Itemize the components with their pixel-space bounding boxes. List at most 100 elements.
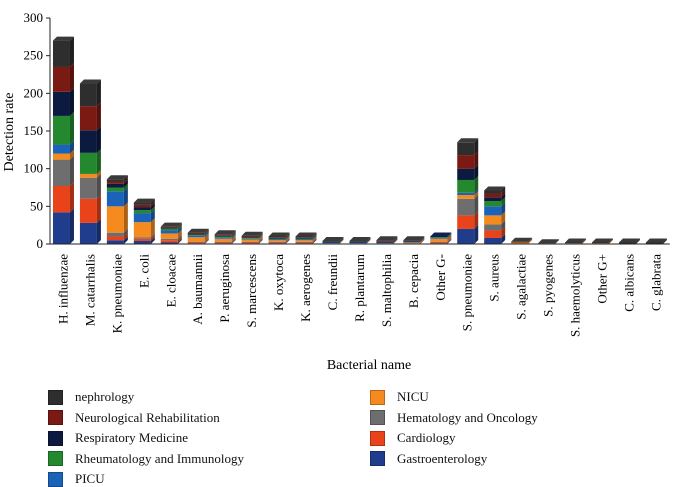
bar-segment-side <box>393 236 398 242</box>
bar-segment-side <box>501 189 506 198</box>
bar-segment <box>430 241 448 243</box>
bar-segment-side <box>474 194 479 216</box>
bar-segment-side <box>285 239 290 244</box>
bar-top <box>618 238 640 243</box>
bar-segment-side <box>231 232 236 238</box>
bar-top <box>645 238 667 243</box>
bar-segment <box>241 238 259 240</box>
bar-stack <box>268 232 290 244</box>
bar-segment <box>376 241 394 243</box>
bar-segment <box>52 115 70 145</box>
bar-segment <box>52 144 70 154</box>
bar-segment-side <box>150 209 155 223</box>
bar-segment-side <box>177 236 182 243</box>
bar-segment-side <box>123 183 128 192</box>
x-axis: H. influenzae M. catarrhalis K. pneumoniae… <box>50 243 670 337</box>
bar-segment-side <box>474 191 479 199</box>
bar-segment <box>241 242 259 244</box>
bar-stack <box>618 238 640 244</box>
bar-segment-side <box>150 198 155 205</box>
bar-segment-side <box>69 62 74 92</box>
bar-segment-side <box>204 238 209 244</box>
x-tick-label: C. glabrata <box>648 254 663 311</box>
bar-segment-side <box>608 239 613 244</box>
bar-segment-side <box>393 237 398 243</box>
bar-segment <box>295 242 313 244</box>
bar-stack <box>565 238 587 244</box>
bar-segment-side <box>123 177 128 184</box>
bar-segment-side <box>231 234 236 242</box>
bar-segment <box>214 235 232 237</box>
bar-segment <box>322 241 340 243</box>
bar-segment-side <box>312 238 317 244</box>
bar-segment <box>133 210 151 214</box>
bar-segment <box>160 226 178 228</box>
bar-top <box>403 236 425 241</box>
bar-segment <box>133 202 151 205</box>
bar-segment-side <box>231 233 236 239</box>
bar-segment-side <box>393 239 398 244</box>
bar-segment <box>618 242 636 244</box>
bar-segment-side <box>123 236 128 244</box>
bar-segment-side <box>285 238 290 244</box>
bar-stack <box>52 36 74 244</box>
bar-segment <box>52 212 70 244</box>
bar-stack <box>538 239 560 244</box>
bar-segment-side <box>69 155 74 186</box>
bar-segment <box>106 191 124 207</box>
bar-segment <box>457 215 475 229</box>
bar-top <box>214 230 236 235</box>
bar-segment-side <box>231 237 236 243</box>
bar-segment <box>187 234 205 235</box>
x-tick-label: A. baumannii <box>190 254 205 325</box>
bar-segment-side <box>177 226 182 234</box>
x-tick-label: S. pyogenes <box>541 254 556 317</box>
bar-segment-side <box>96 79 101 107</box>
bar-top <box>591 238 613 243</box>
bar-top <box>241 231 263 236</box>
bar-segment-side <box>420 239 425 244</box>
y-axis: 0 50 100 150 200 250 300 <box>24 10 51 251</box>
bar-segment-side <box>258 233 263 238</box>
bar-segment-side <box>420 236 425 242</box>
bar-segment-side <box>204 230 209 236</box>
bar-segment <box>484 215 502 225</box>
bar-segment <box>268 239 286 241</box>
bar-segment-side <box>150 206 155 214</box>
bar-segment-side <box>258 233 263 239</box>
bar-segment <box>106 183 124 188</box>
bar-segment <box>106 206 124 233</box>
bar-segment <box>430 236 448 238</box>
bar-segment <box>295 238 313 240</box>
bar-segment-side <box>474 188 479 196</box>
bar-segment <box>457 155 475 169</box>
bar-segment-side <box>474 138 479 156</box>
x-tick-label: R. plantarum <box>352 254 367 322</box>
bar-segment <box>79 177 97 199</box>
x-tick-label: S. agalactiae <box>514 254 529 320</box>
bar-segment <box>241 239 259 242</box>
bar-segment-side <box>231 230 236 235</box>
bar-segment <box>403 241 421 243</box>
bar-segment-side <box>96 126 101 153</box>
bar-segment-side <box>555 239 560 244</box>
bar-segment <box>187 242 205 244</box>
bar-segment <box>511 241 529 243</box>
bar-segment <box>295 241 313 243</box>
bar-stack <box>430 232 452 244</box>
bar-top <box>457 138 479 143</box>
bar-segment-side <box>231 238 236 244</box>
bar-segment-side <box>150 200 155 208</box>
x-tick-label: K. pneumoniae <box>109 254 124 334</box>
x-tick-label: E. coli <box>136 254 151 288</box>
bar-segment <box>214 237 232 239</box>
bar-segment-side <box>474 164 479 180</box>
bar-segment-side <box>447 232 452 238</box>
bar-stack <box>457 138 479 244</box>
bar-segment-side <box>339 238 344 244</box>
bar-segment <box>322 242 340 244</box>
bar-segment-side <box>204 228 209 234</box>
bar-segment-side <box>339 239 344 244</box>
bar-segment <box>403 240 421 242</box>
bar-segment-side <box>501 186 506 194</box>
